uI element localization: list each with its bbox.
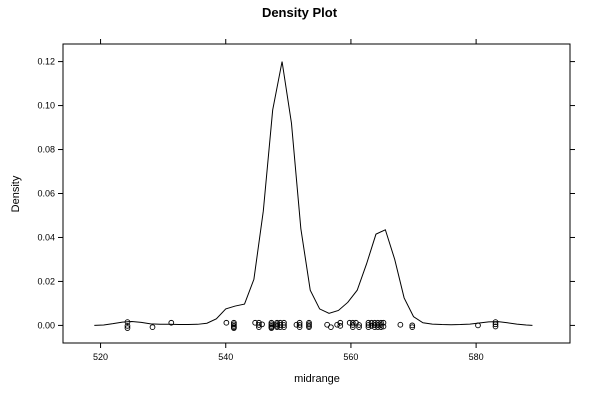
rug-point — [368, 323, 375, 329]
rug-point — [124, 319, 131, 325]
rug-point — [356, 324, 362, 331]
y-tick-label: 0.02 — [37, 276, 55, 286]
y-tick-label: 0.12 — [37, 57, 55, 67]
rug-point — [168, 319, 175, 326]
rug-point — [378, 324, 384, 331]
rug-point — [124, 323, 131, 329]
rug-point — [124, 325, 131, 331]
rug-point — [231, 325, 237, 331]
rug-point — [296, 322, 303, 328]
rug-point — [281, 322, 287, 328]
x-tick-label: 580 — [469, 352, 484, 362]
rug-point — [337, 323, 344, 329]
x-tick-label: 560 — [343, 352, 358, 362]
rug-point — [409, 322, 416, 329]
x-axis: 520 540 560 580 — [93, 39, 484, 362]
rug-point — [475, 322, 481, 329]
rug-point — [149, 324, 156, 331]
rug-point — [268, 321, 275, 328]
y-tick-label: 0.04 — [37, 232, 55, 242]
rug-point — [274, 321, 280, 328]
y-axis-label: Density — [10, 175, 22, 212]
y-tick-label: 0.06 — [37, 189, 55, 199]
rug-point — [492, 321, 499, 328]
rug-point — [256, 322, 262, 328]
density-curve — [94, 61, 533, 326]
rug-point — [268, 325, 275, 331]
y-tick-label: 0.00 — [37, 320, 55, 330]
rug-point — [231, 321, 237, 328]
rug-point — [306, 324, 312, 331]
rug-point — [356, 322, 362, 328]
rug-point — [328, 324, 334, 331]
rug-point — [259, 321, 265, 328]
chart-title: Density Plot — [262, 5, 338, 20]
y-tick-label: 0.10 — [37, 101, 55, 111]
y-axis: 0.00 0.02 0.04 0.06 0.08 0.10 0.12 — [37, 57, 575, 330]
rug-point — [380, 319, 387, 326]
x-tick-label: 520 — [93, 352, 108, 362]
rug-point — [223, 319, 230, 326]
rug-point — [296, 324, 303, 331]
rug-point — [281, 324, 287, 331]
rug-point — [337, 319, 344, 326]
y-tick-label: 0.08 — [37, 145, 55, 155]
rug-point — [380, 323, 387, 330]
rug-point — [492, 323, 499, 330]
rug-point — [409, 324, 416, 331]
series-layer — [94, 61, 533, 331]
rug-point — [349, 324, 356, 331]
rug-point — [397, 321, 404, 328]
x-tick-label: 540 — [218, 352, 233, 362]
x-axis-label: midrange — [294, 373, 340, 385]
plot-frame — [62, 43, 571, 344]
rug-point — [256, 324, 262, 331]
rug-point — [306, 321, 312, 328]
rug-point — [365, 324, 372, 331]
